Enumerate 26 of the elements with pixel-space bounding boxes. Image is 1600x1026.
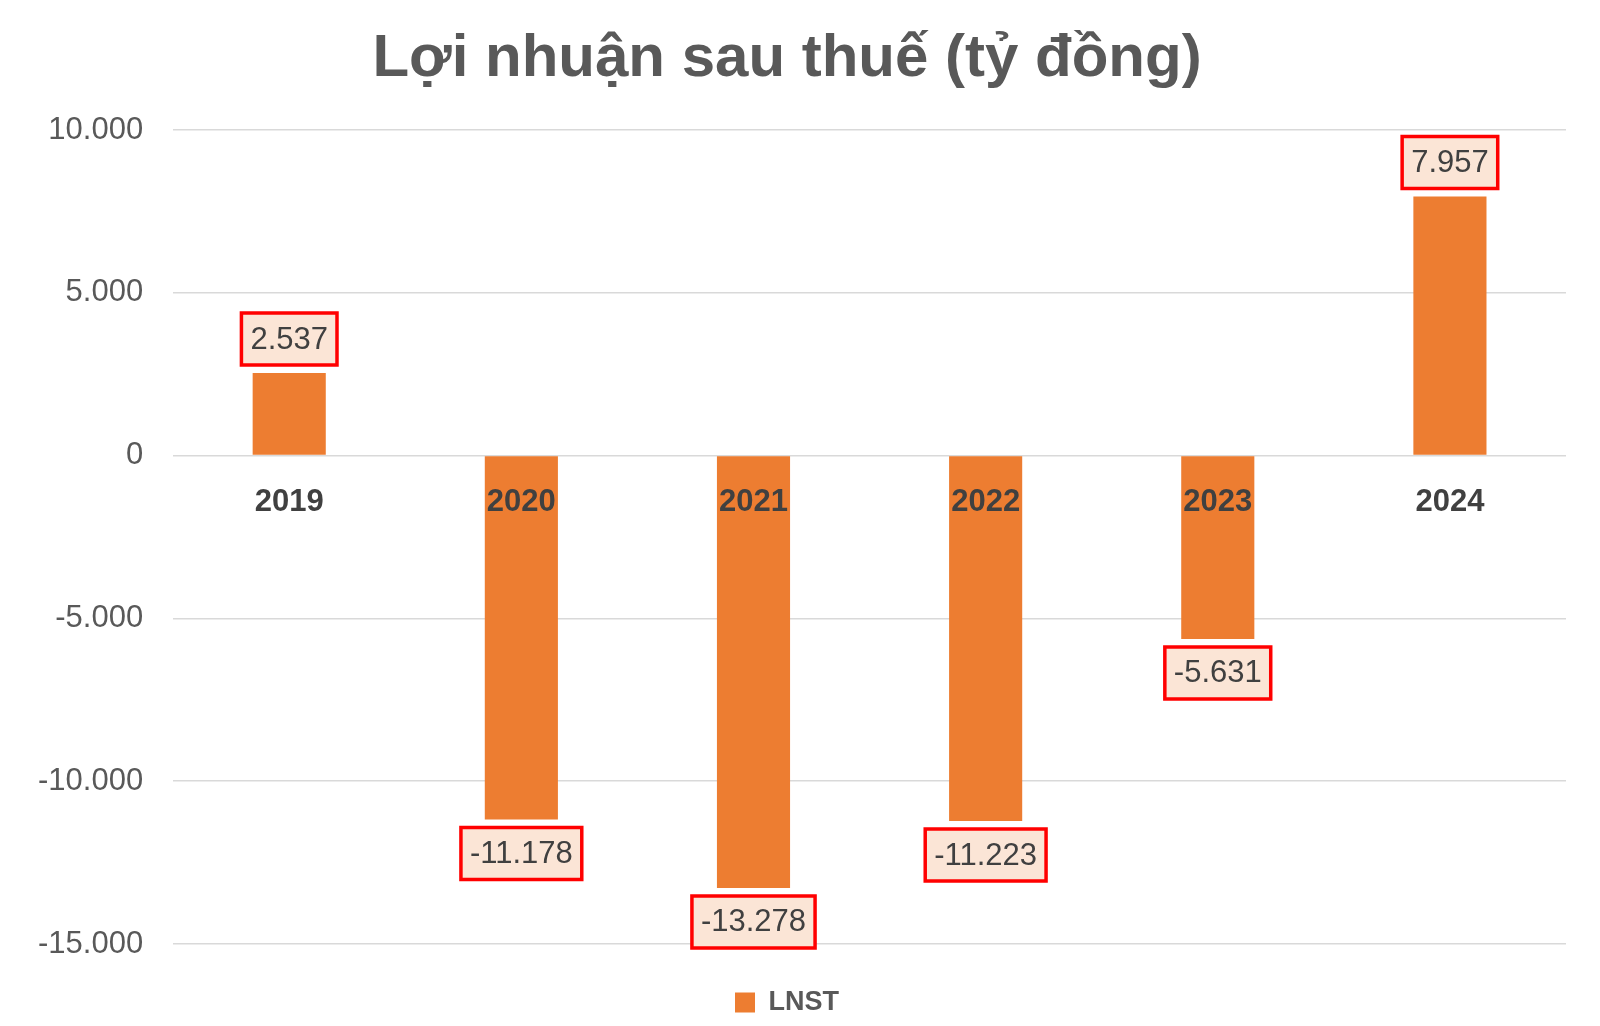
bar: [949, 456, 1023, 822]
chart-title: Lợi nhuận sau thuế (tỷ đồng): [372, 21, 1202, 89]
x-tick-label: 2019: [254, 482, 324, 518]
x-tick-label: 2020: [486, 482, 556, 518]
data-label: -11.223: [934, 836, 1038, 872]
y-tick-label: 5.000: [65, 273, 144, 309]
x-tick-label: 2024: [1415, 482, 1486, 518]
x-tick-label: 2022: [951, 482, 1021, 518]
data-label: -11.178: [469, 835, 573, 871]
bar: [716, 456, 791, 888]
data-label: -13.278: [700, 903, 807, 939]
bar: [484, 456, 558, 820]
x-tick-label: 2023: [1183, 482, 1253, 518]
y-tick-label: -15.000: [38, 924, 144, 960]
legend-label: LNST: [768, 985, 840, 1016]
data-label: -5.631: [1173, 654, 1262, 690]
y-tick-label: -10.000: [38, 761, 144, 797]
data-label: 2.537: [250, 320, 328, 356]
bar: [252, 373, 326, 455]
x-tick-label: 2021: [719, 482, 788, 518]
y-tick-label: -5.000: [55, 598, 144, 634]
y-tick-label: 0: [125, 436, 144, 472]
bar: [1181, 456, 1255, 639]
data-label: 7.957: [1411, 144, 1489, 180]
bar: [1413, 196, 1487, 455]
y-tick-label: 10.000: [48, 110, 144, 146]
